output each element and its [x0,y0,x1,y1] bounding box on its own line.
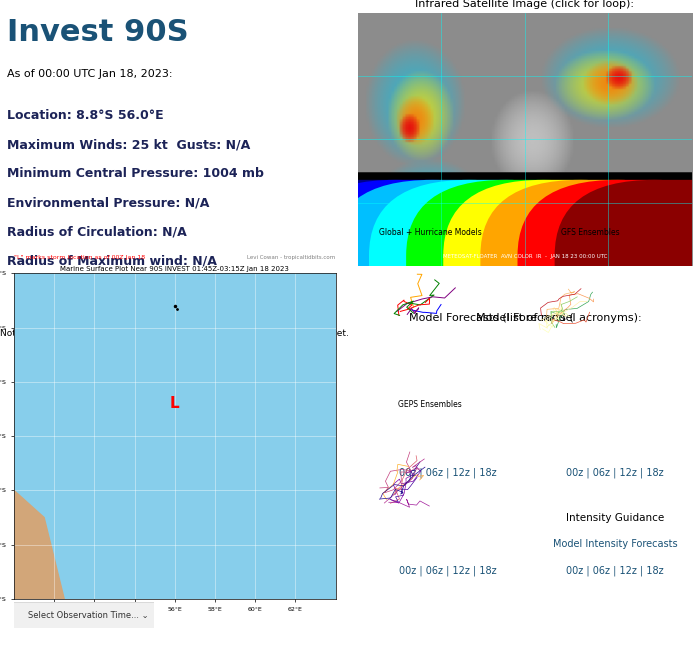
Text: L: L [170,396,180,411]
Text: Intensity Guidance: Intensity Guidance [566,513,664,523]
Title: Infrared Satellite Image (click for loop):: Infrared Satellite Image (click for loop… [415,0,635,10]
FancyBboxPatch shape [258,173,699,342]
Text: METEOSAT-FLOATER  AVN COLOR  IR  -  JAN 18 23 00:00 UTC: METEOSAT-FLOATER AVN COLOR IR - JAN 18 2… [442,255,607,260]
Text: 00z | 06z | 12z | 18z: 00z | 06z | 12z | 18z [399,566,497,576]
Text: Model Intensity Forecasts: Model Intensity Forecasts [553,540,677,549]
FancyBboxPatch shape [480,180,699,342]
Text: Minimum Central Pressure: 1004 mb: Minimum Central Pressure: 1004 mb [7,167,264,180]
Text: Select Observation Time... ⌄: Select Observation Time... ⌄ [28,611,149,620]
Text: Invest 90S: Invest 90S [7,18,189,47]
Title: Global + Hurricane Models: Global + Hurricane Models [379,228,481,237]
Text: Model Forecasts (list of model acronyms):: Model Forecasts (list of model acronyms)… [409,312,641,323]
FancyBboxPatch shape [443,180,681,342]
FancyBboxPatch shape [258,180,495,342]
FancyBboxPatch shape [369,180,607,342]
Text: Radius of Maximum wind: N/A: Radius of Maximum wind: N/A [7,255,217,268]
FancyBboxPatch shape [406,180,644,342]
FancyBboxPatch shape [295,180,533,342]
Text: Maximum Winds: 25 kt  Gusts: N/A: Maximum Winds: 25 kt Gusts: N/A [7,138,250,151]
Text: Levi Cowan - tropicaltidbits.com: Levi Cowan - tropicaltidbits.com [247,255,336,260]
Text: As of 00:00 UTC Jan 18, 2023:: As of 00:00 UTC Jan 18, 2023: [7,68,173,79]
FancyBboxPatch shape [554,180,699,342]
Text: Environmental Pressure: N/A: Environmental Pressure: N/A [7,196,210,209]
Polygon shape [14,490,64,599]
Text: 00z | 06z | 12z | 18z: 00z | 06z | 12z | 18z [399,467,497,478]
FancyBboxPatch shape [332,180,570,342]
Text: "L" marks storm location as of 00Z Jan 18: "L" marks storm location as of 00Z Jan 1… [14,255,145,260]
Title: GEPS Ensembles: GEPS Ensembles [398,400,462,409]
Text: Note that the most recent hour may not be fully populated with stations yet.: Note that the most recent hour may not b… [0,329,349,338]
Title: GFS Ensembles: GFS Ensembles [561,228,620,237]
Text: Radius of Circulation: N/A: Radius of Circulation: N/A [7,225,187,238]
Text: 00z | 06z | 12z | 18z: 00z | 06z | 12z | 18z [566,467,664,478]
FancyBboxPatch shape [517,180,699,342]
Title: Marine Surface Plot Near 90S INVEST 01:45Z-03:15Z Jan 18 2023: Marine Surface Plot Near 90S INVEST 01:4… [60,266,289,271]
FancyBboxPatch shape [11,602,157,629]
Text: 00z | 06z | 12z | 18z: 00z | 06z | 12z | 18z [566,566,664,576]
Text: Surface Plot (click to enlarge):: Surface Plot (click to enlarge): [85,312,264,326]
Text: Location: 8.8°S 56.0°E: Location: 8.8°S 56.0°E [7,109,164,122]
Text: Model Forecasts (: Model Forecasts ( [476,312,574,323]
